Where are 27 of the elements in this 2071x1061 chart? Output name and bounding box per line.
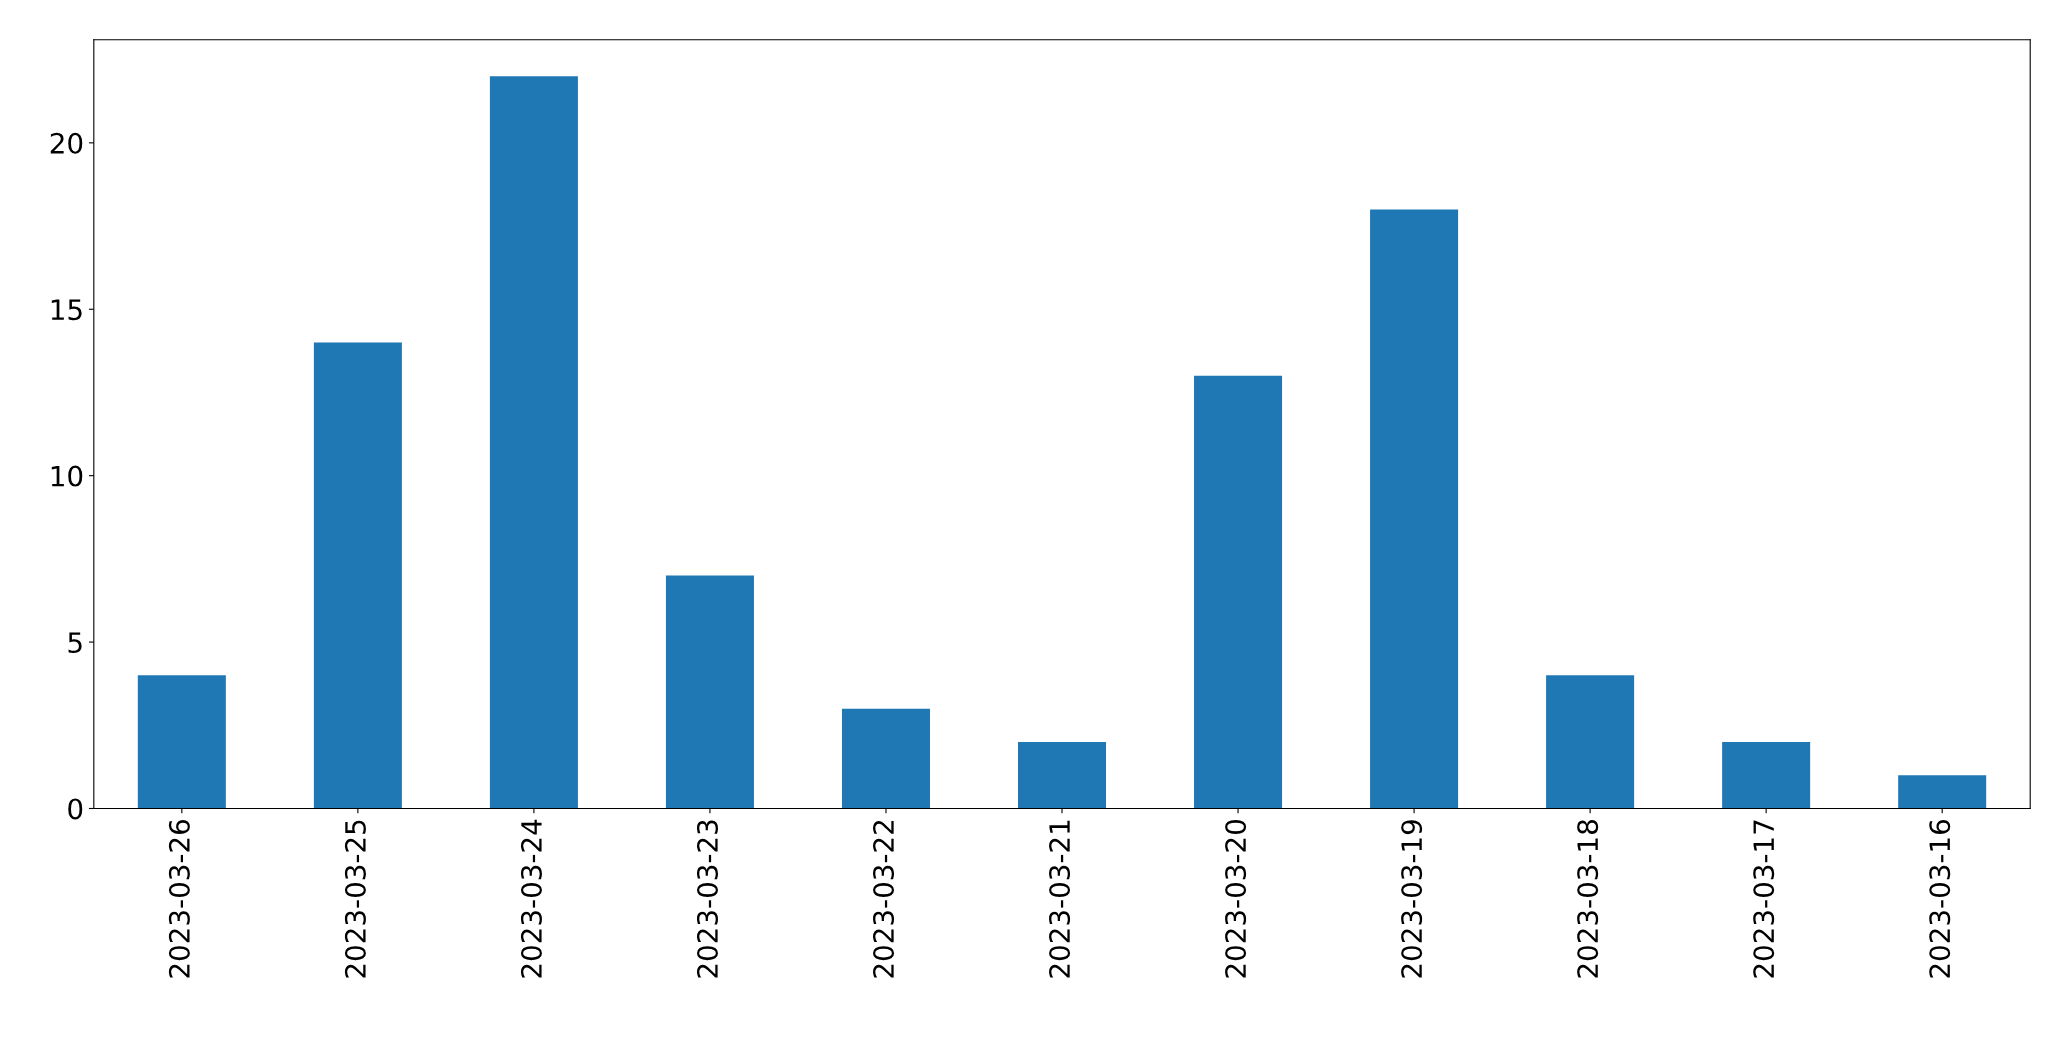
x-tick-label: 2023-03-20 bbox=[1225, 820, 1247, 978]
x-tick-label: 2023-03-23 bbox=[696, 820, 718, 978]
bar bbox=[313, 342, 402, 809]
bar bbox=[137, 675, 226, 809]
bar bbox=[1546, 675, 1635, 809]
bar bbox=[1722, 741, 1811, 809]
y-tick-label: 10 bbox=[51, 465, 83, 487]
y-tick-label: 20 bbox=[50, 132, 83, 154]
y-tick-label: 0 bbox=[68, 798, 83, 820]
bar bbox=[841, 708, 930, 809]
x-tick-label: 2023-03-17 bbox=[1753, 820, 1775, 978]
x-tick-label: 2023-03-24 bbox=[520, 819, 542, 978]
x-tick-label: 2023-03-16 bbox=[1929, 819, 1951, 978]
x-tick-label: 2023-03-19 bbox=[1401, 820, 1423, 978]
x-tick-label: 2023-03-21 bbox=[1049, 820, 1071, 978]
bar bbox=[665, 575, 754, 809]
bar bbox=[1018, 741, 1107, 809]
bar bbox=[1370, 209, 1459, 809]
y-tick-label: 5 bbox=[68, 632, 82, 654]
x-tick-label: 2023-03-25 bbox=[344, 820, 366, 978]
bar bbox=[1194, 375, 1283, 809]
x-tick-label: 2023-03-22 bbox=[873, 820, 895, 978]
x-tick-label: 2023-03-18 bbox=[1577, 820, 1599, 978]
y-tick-label: 15 bbox=[51, 299, 82, 321]
bar bbox=[489, 76, 578, 809]
x-tick-label: 2023-03-26 bbox=[168, 819, 190, 978]
bar bbox=[1898, 775, 1987, 809]
